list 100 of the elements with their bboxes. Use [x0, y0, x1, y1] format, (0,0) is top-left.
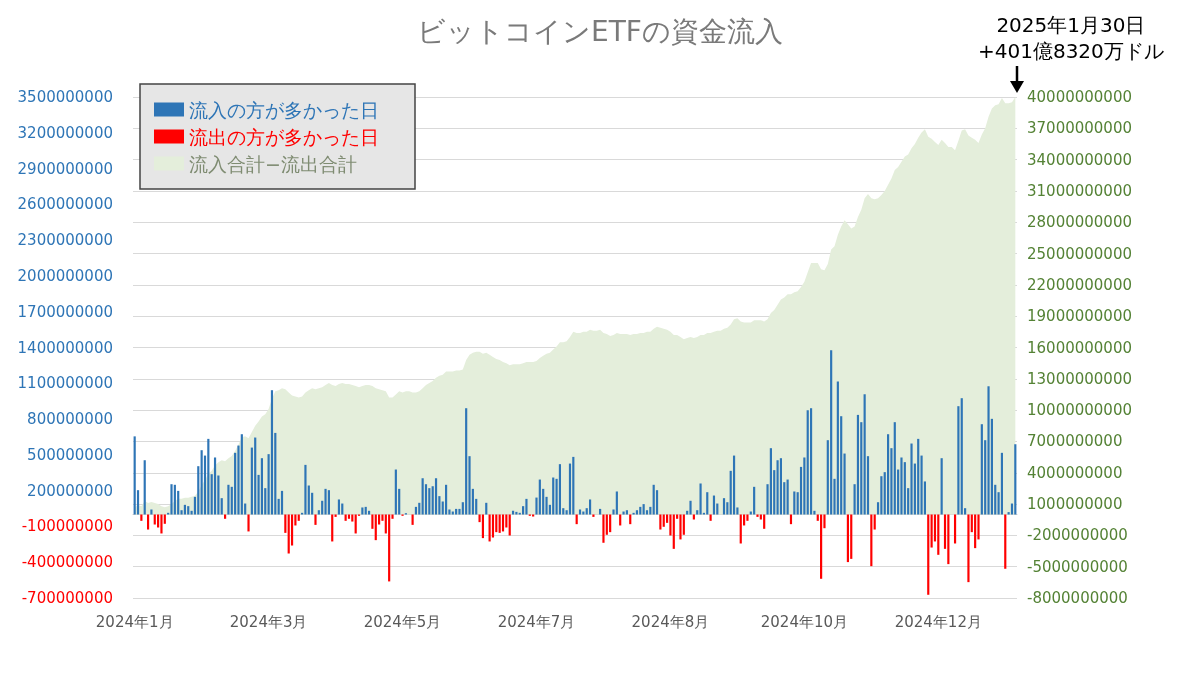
y-tick-label: -100000000: [21, 517, 113, 536]
bar: [361, 507, 364, 515]
bar: [967, 514, 970, 583]
bar: [722, 498, 726, 515]
x-tick-label: 2024年3月: [229, 612, 308, 631]
bar: [592, 514, 595, 517]
y-tick-label: 3200000000: [17, 123, 113, 142]
bar: [947, 514, 950, 565]
bar: [910, 443, 913, 515]
y2-tick-label: 37000000000: [1027, 119, 1132, 138]
bar: [615, 491, 618, 515]
bar: [786, 479, 789, 515]
bar: [572, 456, 575, 515]
bar: [558, 464, 562, 515]
x-tick-label: 2024年12月: [894, 612, 982, 631]
x-tick-label: 2024年10月: [760, 612, 848, 631]
bar: [672, 514, 675, 549]
bar: [240, 434, 243, 515]
bar: [455, 508, 458, 515]
bar: [726, 502, 729, 515]
bar: [873, 514, 876, 530]
bar: [846, 514, 849, 563]
bar: [227, 484, 230, 515]
legend-label: 流入の方が多かった日: [189, 98, 379, 121]
bar: [937, 514, 940, 555]
bar: [183, 504, 186, 515]
bar: [153, 514, 156, 525]
bar: [133, 436, 136, 515]
bar: [280, 490, 284, 515]
y2-tick-label: 16000000000: [1027, 338, 1132, 357]
y-tick-label: 1400000000: [17, 338, 113, 357]
bar: [337, 499, 341, 515]
bar: [505, 514, 508, 528]
bar: [465, 408, 468, 515]
bar: [388, 514, 391, 582]
bar: [930, 514, 933, 548]
bar: [525, 498, 528, 515]
bar: [207, 438, 210, 515]
bar: [712, 495, 716, 515]
bar: [917, 438, 920, 515]
y2-tick-label: 22000000000: [1027, 275, 1132, 294]
y2-tick-label: 13000000000: [1027, 369, 1132, 388]
bar: [434, 478, 438, 515]
bar: [1000, 452, 1004, 515]
x-tick-label: 2024年1月: [95, 612, 174, 631]
bar: [143, 460, 146, 515]
bar: [830, 350, 833, 515]
bar: [987, 386, 990, 515]
bar: [187, 506, 190, 515]
y-tick-label: 2900000000: [17, 159, 113, 178]
bar: [809, 408, 813, 515]
y2-tick-label: 34000000000: [1027, 150, 1132, 169]
x-tick-label: 2024年5月: [363, 612, 442, 631]
y2-tick-label: -2000000000: [1027, 526, 1128, 545]
bar: [980, 424, 983, 515]
bar: [213, 457, 217, 515]
bar: [314, 514, 317, 525]
bar: [173, 484, 176, 515]
bar: [652, 484, 655, 515]
bar: [200, 450, 203, 515]
y2-tick-label: 28000000000: [1027, 213, 1132, 232]
bar: [706, 492, 709, 515]
y2-tick-label: 4000000000: [1027, 463, 1123, 482]
bar: [197, 466, 200, 515]
bar: [270, 390, 274, 515]
bar: [756, 514, 759, 517]
y-tick-label: -700000000: [21, 589, 113, 607]
bar: [260, 458, 263, 515]
bar: [803, 457, 806, 515]
bar: [850, 514, 853, 559]
bar: [679, 514, 682, 540]
bar: [746, 514, 749, 521]
bar: [836, 381, 839, 515]
bar: [940, 458, 943, 515]
bar: [635, 510, 639, 515]
y2-tick-label: -8000000000: [1027, 589, 1128, 607]
bar: [304, 464, 307, 515]
bar: [364, 506, 367, 515]
y2-tick-label: 19000000000: [1027, 307, 1132, 326]
bar: [806, 410, 809, 515]
bar: [692, 514, 695, 520]
bar: [324, 488, 327, 515]
bar: [538, 479, 541, 515]
y2-tick-label: -5000000000: [1027, 557, 1128, 576]
bar: [887, 434, 890, 515]
y-tick-label: 200000000: [27, 481, 113, 500]
bar: [732, 455, 736, 515]
bar: [254, 437, 257, 515]
bar: [622, 511, 625, 515]
x-tick-label: 2024年8月: [631, 612, 710, 631]
bar: [856, 414, 860, 515]
bar: [451, 511, 454, 515]
y-tick-label: 500000000: [27, 445, 113, 464]
bar: [820, 514, 823, 579]
bar: [642, 504, 645, 515]
bar: [900, 457, 903, 515]
y2-tick-label: 10000000000: [1027, 401, 1132, 420]
bar: [602, 514, 605, 543]
bar: [974, 514, 977, 549]
bar: [160, 514, 163, 534]
